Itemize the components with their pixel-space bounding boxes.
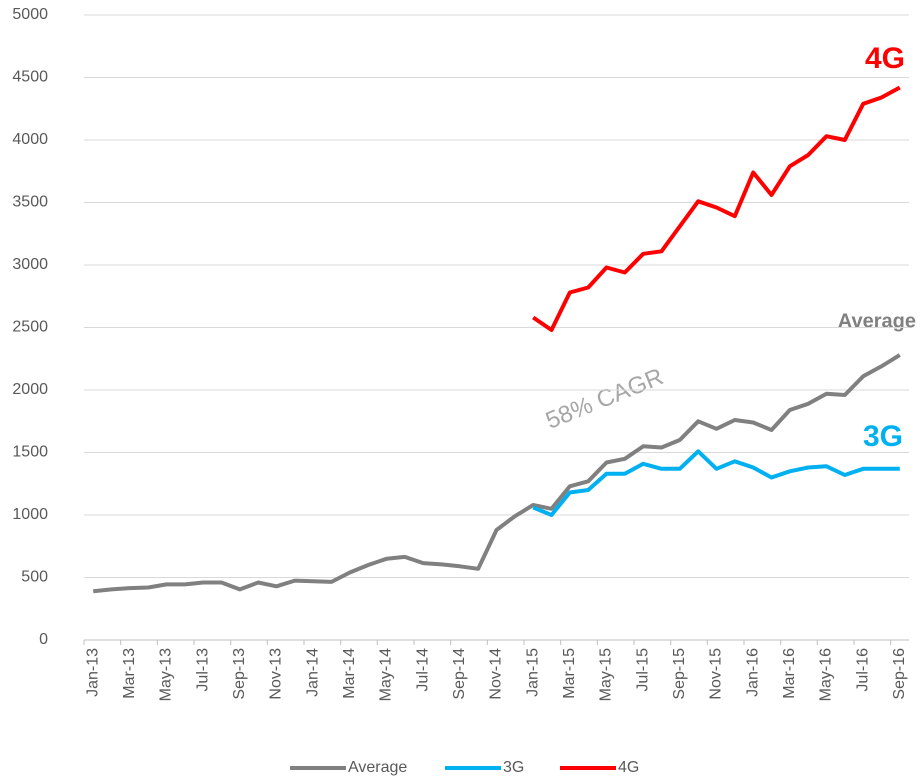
y-tick-label: 2000 <box>12 381 48 398</box>
y-tick-label: 1000 <box>12 506 48 523</box>
x-tick-label: Mar-15 <box>561 648 578 699</box>
x-tick-label: Mar-16 <box>781 648 798 699</box>
legend-label: 4G <box>618 759 639 776</box>
x-tick-label: May-16 <box>818 648 835 701</box>
x-tick-label: May-13 <box>158 648 175 701</box>
x-tick-label: Jul-13 <box>194 648 211 692</box>
legend-label: 3G <box>503 759 524 776</box>
x-tick-label: Jul-15 <box>634 648 651 692</box>
x-tick-label: May-15 <box>598 648 615 701</box>
x-tick-label: Sep-14 <box>451 648 468 700</box>
y-tick-label: 500 <box>21 569 48 586</box>
annotation: 3G <box>863 420 903 453</box>
y-tick-label: 3500 <box>12 194 48 211</box>
series-line <box>532 85 901 332</box>
y-tick-label: 0 <box>39 631 48 648</box>
legend-label: Average <box>348 759 407 776</box>
annotation: Average <box>838 310 916 332</box>
series-line <box>532 449 900 517</box>
y-tick-label: 4500 <box>12 69 48 86</box>
y-tick-label: 5000 <box>12 6 48 23</box>
x-tick-label: Nov-13 <box>268 648 285 700</box>
x-tick-label: Jul-16 <box>854 648 871 692</box>
x-tick-label: Nov-14 <box>488 648 505 700</box>
x-tick-label: Sep-13 <box>231 648 248 700</box>
x-tick-label: Jan-14 <box>304 648 321 697</box>
y-tick-label: 3000 <box>12 256 48 273</box>
x-tick-label: Jan-16 <box>744 648 761 697</box>
x-tick-label: May-14 <box>378 648 395 701</box>
x-tick-label: Mar-14 <box>341 648 358 699</box>
x-tick-label: Jan-15 <box>524 648 541 697</box>
x-tick-label: Sep-15 <box>671 648 688 700</box>
x-tick-label: Jan-13 <box>84 648 101 697</box>
y-tick-label: 4000 <box>12 131 48 148</box>
annotation: 4G <box>865 42 905 75</box>
x-tick-label: Mar-13 <box>121 648 138 699</box>
x-tick-label: Sep-16 <box>891 648 908 700</box>
x-tick-label: Jul-14 <box>414 648 431 692</box>
x-tick-label: Nov-15 <box>708 648 725 700</box>
series-line <box>92 353 901 594</box>
annotation: 58% CAGR <box>542 363 667 435</box>
y-tick-label: 1500 <box>12 444 48 461</box>
y-tick-label: 2500 <box>12 319 48 336</box>
